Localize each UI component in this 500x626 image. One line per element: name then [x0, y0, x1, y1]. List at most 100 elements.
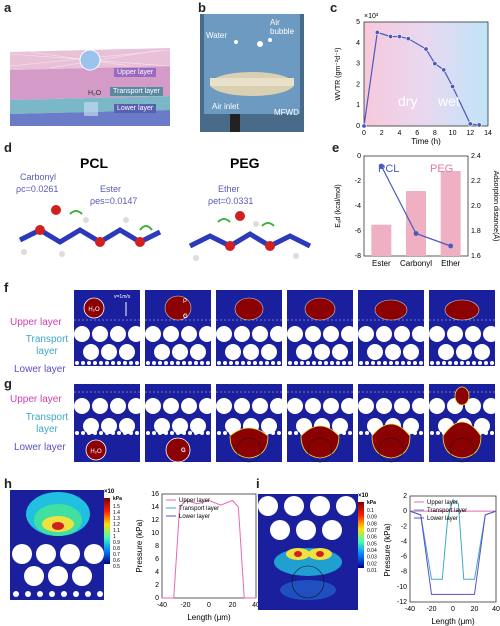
colorbar-tick: 0.7 — [113, 552, 120, 558]
mesh-dot — [152, 431, 156, 435]
mesh-dot — [87, 431, 91, 435]
i-legend-label: Lower layer — [427, 516, 458, 522]
pore — [199, 398, 215, 414]
i-colorbar: ×10 kPa 0.10.090.080.070.060.050.040.030… — [358, 493, 377, 572]
pore — [403, 344, 419, 360]
mesh-dot — [413, 431, 417, 435]
colorbar-tick: 0.1 — [367, 508, 374, 514]
layer-label-lower: Lower layer — [114, 104, 157, 113]
h-ytick: 0 — [155, 595, 159, 602]
mesh-dot — [206, 431, 210, 435]
mesh-dot — [436, 361, 440, 365]
pore — [358, 326, 374, 342]
c-xtick: 8 — [433, 130, 437, 137]
i-ytick: -8 — [401, 569, 407, 576]
pore — [172, 418, 188, 434]
i-ytick: -2 — [401, 523, 407, 530]
pore — [376, 326, 392, 342]
i-ytick: 2 — [403, 493, 407, 500]
pore — [181, 398, 197, 414]
mesh-dot — [436, 431, 440, 435]
h-ytick: 12 — [151, 517, 159, 524]
mesh-dot — [389, 361, 393, 365]
water-droplet — [164, 295, 192, 321]
mesh-dot — [490, 361, 494, 365]
e-ytick-left: -4 — [355, 203, 361, 210]
pore — [341, 326, 357, 342]
sim-frame — [216, 384, 286, 463]
pore — [385, 344, 401, 360]
mesh-dot — [111, 361, 115, 365]
panel-label-g: g — [4, 376, 12, 391]
pore — [199, 326, 215, 342]
sim-frame — [358, 384, 428, 463]
mesh-dot — [117, 431, 121, 435]
sim-frame — [287, 384, 357, 463]
h-xlabel: Length (μm) — [187, 613, 231, 622]
water-droplet — [371, 423, 411, 459]
i-ylabel: Pressure (kPa) — [384, 523, 392, 577]
pore — [83, 344, 99, 360]
c-xtick: 14 — [484, 130, 492, 137]
pore — [323, 326, 339, 342]
pore — [296, 344, 312, 360]
pore — [163, 398, 179, 414]
mesh-dot — [87, 361, 91, 365]
pore — [367, 344, 383, 360]
mesh-dot — [442, 361, 446, 365]
mesh-dot — [306, 361, 310, 365]
panel-label-e: e — [332, 140, 340, 155]
c-dry-label: dry — [398, 93, 417, 109]
original-drop-outline — [449, 437, 475, 463]
e-category: Ether — [441, 259, 460, 268]
pore — [305, 326, 321, 342]
colorbar-tick: 1.3 — [113, 516, 120, 522]
c-xlabel: Time (h) — [411, 137, 441, 146]
panel-label-h: h — [4, 476, 12, 491]
original-drop-outline — [307, 437, 333, 463]
mesh-dot — [176, 431, 180, 435]
mesh-dot — [419, 431, 423, 435]
colorbar-tick: 0.02 — [367, 561, 377, 567]
pcl-molecule — [18, 205, 162, 257]
c-xtick: 10 — [449, 130, 457, 137]
e-ytick-right: 2.2 — [471, 178, 481, 185]
pore — [172, 344, 188, 360]
h-pressure-chart: 0 2 4 6 8 10 12 14 16 -40 -20 0 20 40 Upper layer Tran… — [135, 491, 260, 622]
adsorption-chart: 0 -2 -4 -6 -8 1.6 1.8 2.0 2.2 2.4 Ester Carbonyl E… — [335, 153, 500, 268]
h-ytick: 14 — [151, 504, 159, 511]
mesh-dot — [484, 431, 488, 435]
c-data-point — [450, 83, 456, 89]
mesh-dot — [294, 431, 298, 435]
pore — [101, 418, 117, 434]
e-ylabel-left: Eₐd (kcal/mol) — [335, 184, 342, 227]
pore — [252, 398, 268, 414]
mesh-dot — [75, 431, 79, 435]
mesh-dot — [99, 361, 103, 365]
i-ytick: -10 — [397, 584, 407, 591]
mesh-dot — [460, 361, 464, 365]
e-bar — [371, 224, 392, 256]
sim-frame: G — [145, 384, 215, 463]
h-xtick: -20 — [180, 602, 190, 609]
row-g-simulation: H₂O G — [74, 384, 498, 463]
mesh-dot — [241, 361, 245, 365]
pore — [154, 418, 170, 434]
c-data-point — [432, 61, 438, 67]
colorbar-tick: 0.6 — [113, 558, 120, 564]
c-multiplier: ×10³ — [364, 13, 379, 20]
i-series-line — [409, 510, 497, 595]
mesh-dot — [271, 361, 275, 365]
d-pcl-title: PCL — [80, 155, 108, 171]
mesh-dot — [164, 361, 168, 365]
colorbar-tick: 0.03 — [367, 555, 377, 561]
g-transport-layer: Transport layer — [25, 412, 69, 435]
c-xtick: 0 — [362, 130, 366, 137]
h-ytick: 10 — [151, 530, 159, 537]
pore — [110, 398, 126, 414]
pore — [101, 344, 117, 360]
i-ytick: -4 — [401, 538, 407, 545]
d-ether-label: Ether — [218, 184, 240, 194]
water-droplet — [165, 437, 191, 463]
pore — [92, 326, 108, 342]
